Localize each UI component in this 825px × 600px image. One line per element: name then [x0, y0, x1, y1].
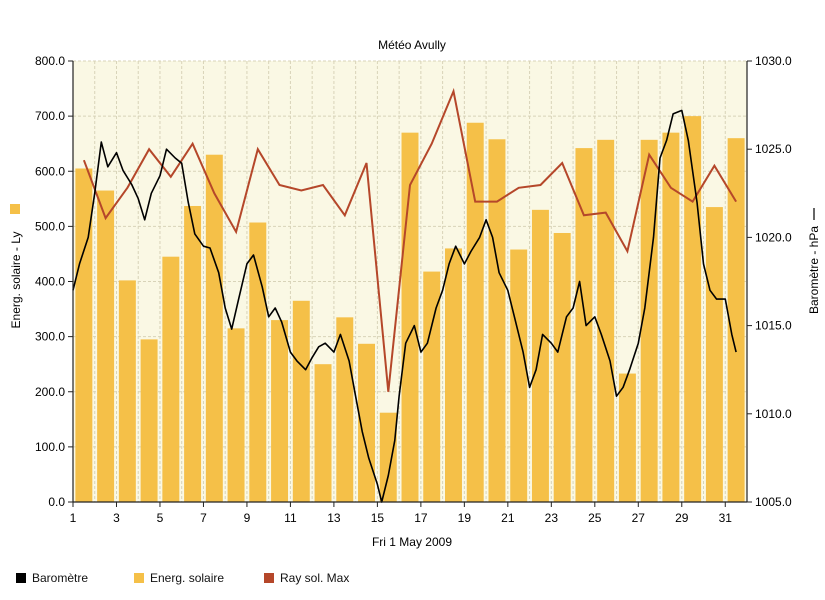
right-axis-ticks: 1005.0 1010.0 1015.0 1020.0 1025.0 1030.0: [747, 54, 792, 509]
bar-energ-solaire: [727, 138, 745, 503]
bar-energ-solaire: [97, 190, 115, 502]
bar-energ-solaire: [510, 249, 528, 502]
right-tick-label: 1030.0: [755, 54, 792, 68]
x-tick-label: 9: [244, 511, 251, 525]
bar-energ-solaire: [466, 122, 484, 503]
x-tick-label: 25: [588, 511, 602, 525]
bar-energ-solaire: [379, 412, 397, 502]
x-tick-label: 21: [501, 511, 515, 525]
left-axis-ticks: 0.0 100.0 200.0 300.0 400.0 500.0 600.0 700.0 80…: [35, 54, 73, 509]
square-swatch-icon: [16, 573, 26, 583]
bar-energ-solaire: [423, 271, 441, 502]
left-tick-label: 500.0: [35, 219, 65, 233]
x-tick-label: 27: [632, 511, 646, 525]
left-axis-swatch: [10, 204, 20, 214]
bar-energ-solaire: [227, 328, 245, 502]
x-tick-label: 17: [414, 511, 428, 525]
x-axis-ticks: 1 3 5 7 9 11 13 15 17 19 21 23 25 27 29 31: [70, 502, 733, 525]
left-tick-label: 300.0: [35, 330, 65, 344]
x-tick-label: 7: [200, 511, 207, 525]
bar-energ-solaire: [705, 207, 723, 503]
left-tick-label: 600.0: [35, 164, 65, 178]
x-tick-label: 11: [284, 511, 297, 525]
line-barometre: [72, 109, 737, 503]
bar-energ-solaire: [292, 300, 310, 502]
legend-label: Baromètre: [32, 571, 89, 585]
x-axis-label: Fri 1 May 2009: [372, 535, 452, 549]
right-tick-label: 1020.0: [755, 230, 792, 244]
right-tick-label: 1015.0: [755, 319, 792, 333]
bar-energ-solaire: [336, 317, 354, 502]
x-tick-label: 29: [675, 511, 689, 525]
bar-energ-solaire: [684, 116, 702, 502]
left-tick-label: 200.0: [35, 385, 65, 399]
right-axis-label: Baromètre - hPa: [807, 226, 821, 314]
left-tick-label: 0.0: [48, 495, 65, 509]
solar-energy-bars: [75, 116, 745, 503]
right-tick-label: 1010.0: [755, 407, 792, 421]
line-ray-sol-max: [82, 87, 737, 392]
left-axis-label: Energ. solaire - Ly: [9, 232, 23, 329]
x-tick-label: 3: [113, 511, 120, 525]
legend-item-energ-solaire: Energ. solaire: [134, 571, 224, 585]
bar-energ-solaire: [553, 232, 571, 503]
bar-energ-solaire: [445, 248, 462, 502]
bar-energ-solaire: [184, 205, 202, 502]
bar-energ-solaire: [314, 364, 332, 502]
x-tick-label: 23: [545, 511, 559, 525]
square-swatch-icon: [134, 573, 144, 583]
x-tick-label: 15: [371, 511, 385, 525]
x-tick-label: 13: [327, 511, 341, 525]
x-tick-label: 1: [70, 511, 77, 525]
bar-energ-solaire: [140, 339, 158, 502]
left-tick-label: 100.0: [35, 440, 65, 454]
x-tick-label: 5: [157, 511, 164, 525]
left-tick-label: 400.0: [35, 275, 65, 289]
bar-energ-solaire: [662, 132, 680, 502]
bar-energ-solaire: [205, 154, 223, 502]
right-tick-label: 1005.0: [755, 495, 792, 509]
bar-energ-solaire: [531, 209, 549, 502]
x-tick-label: 31: [719, 511, 733, 525]
bar-energ-solaire: [118, 280, 136, 502]
legend-label: Ray sol. Max: [280, 571, 350, 585]
left-tick-label: 700.0: [35, 109, 65, 123]
line-series: [72, 87, 737, 503]
bar-energ-solaire: [162, 256, 180, 502]
bar-energ-solaire: [597, 139, 615, 503]
bar-energ-solaire: [75, 168, 93, 502]
legend-label: Energ. solaire: [150, 571, 225, 585]
bar-energ-solaire: [618, 373, 636, 502]
bar-energ-solaire: [488, 139, 506, 502]
right-tick-label: 1025.0: [755, 142, 792, 156]
left-tick-label: 800.0: [35, 54, 65, 68]
bar-energ-solaire: [575, 148, 593, 502]
bar-energ-solaire: [271, 320, 289, 502]
square-swatch-icon: [264, 573, 274, 583]
x-tick-label: 19: [458, 511, 472, 525]
legend-item-ray-sol-max: Ray sol. Max: [264, 571, 349, 585]
legend-item-barometre: Baromètre: [16, 571, 88, 585]
bar-energ-solaire: [249, 222, 267, 503]
chart-title: Météo Avully: [378, 38, 446, 52]
